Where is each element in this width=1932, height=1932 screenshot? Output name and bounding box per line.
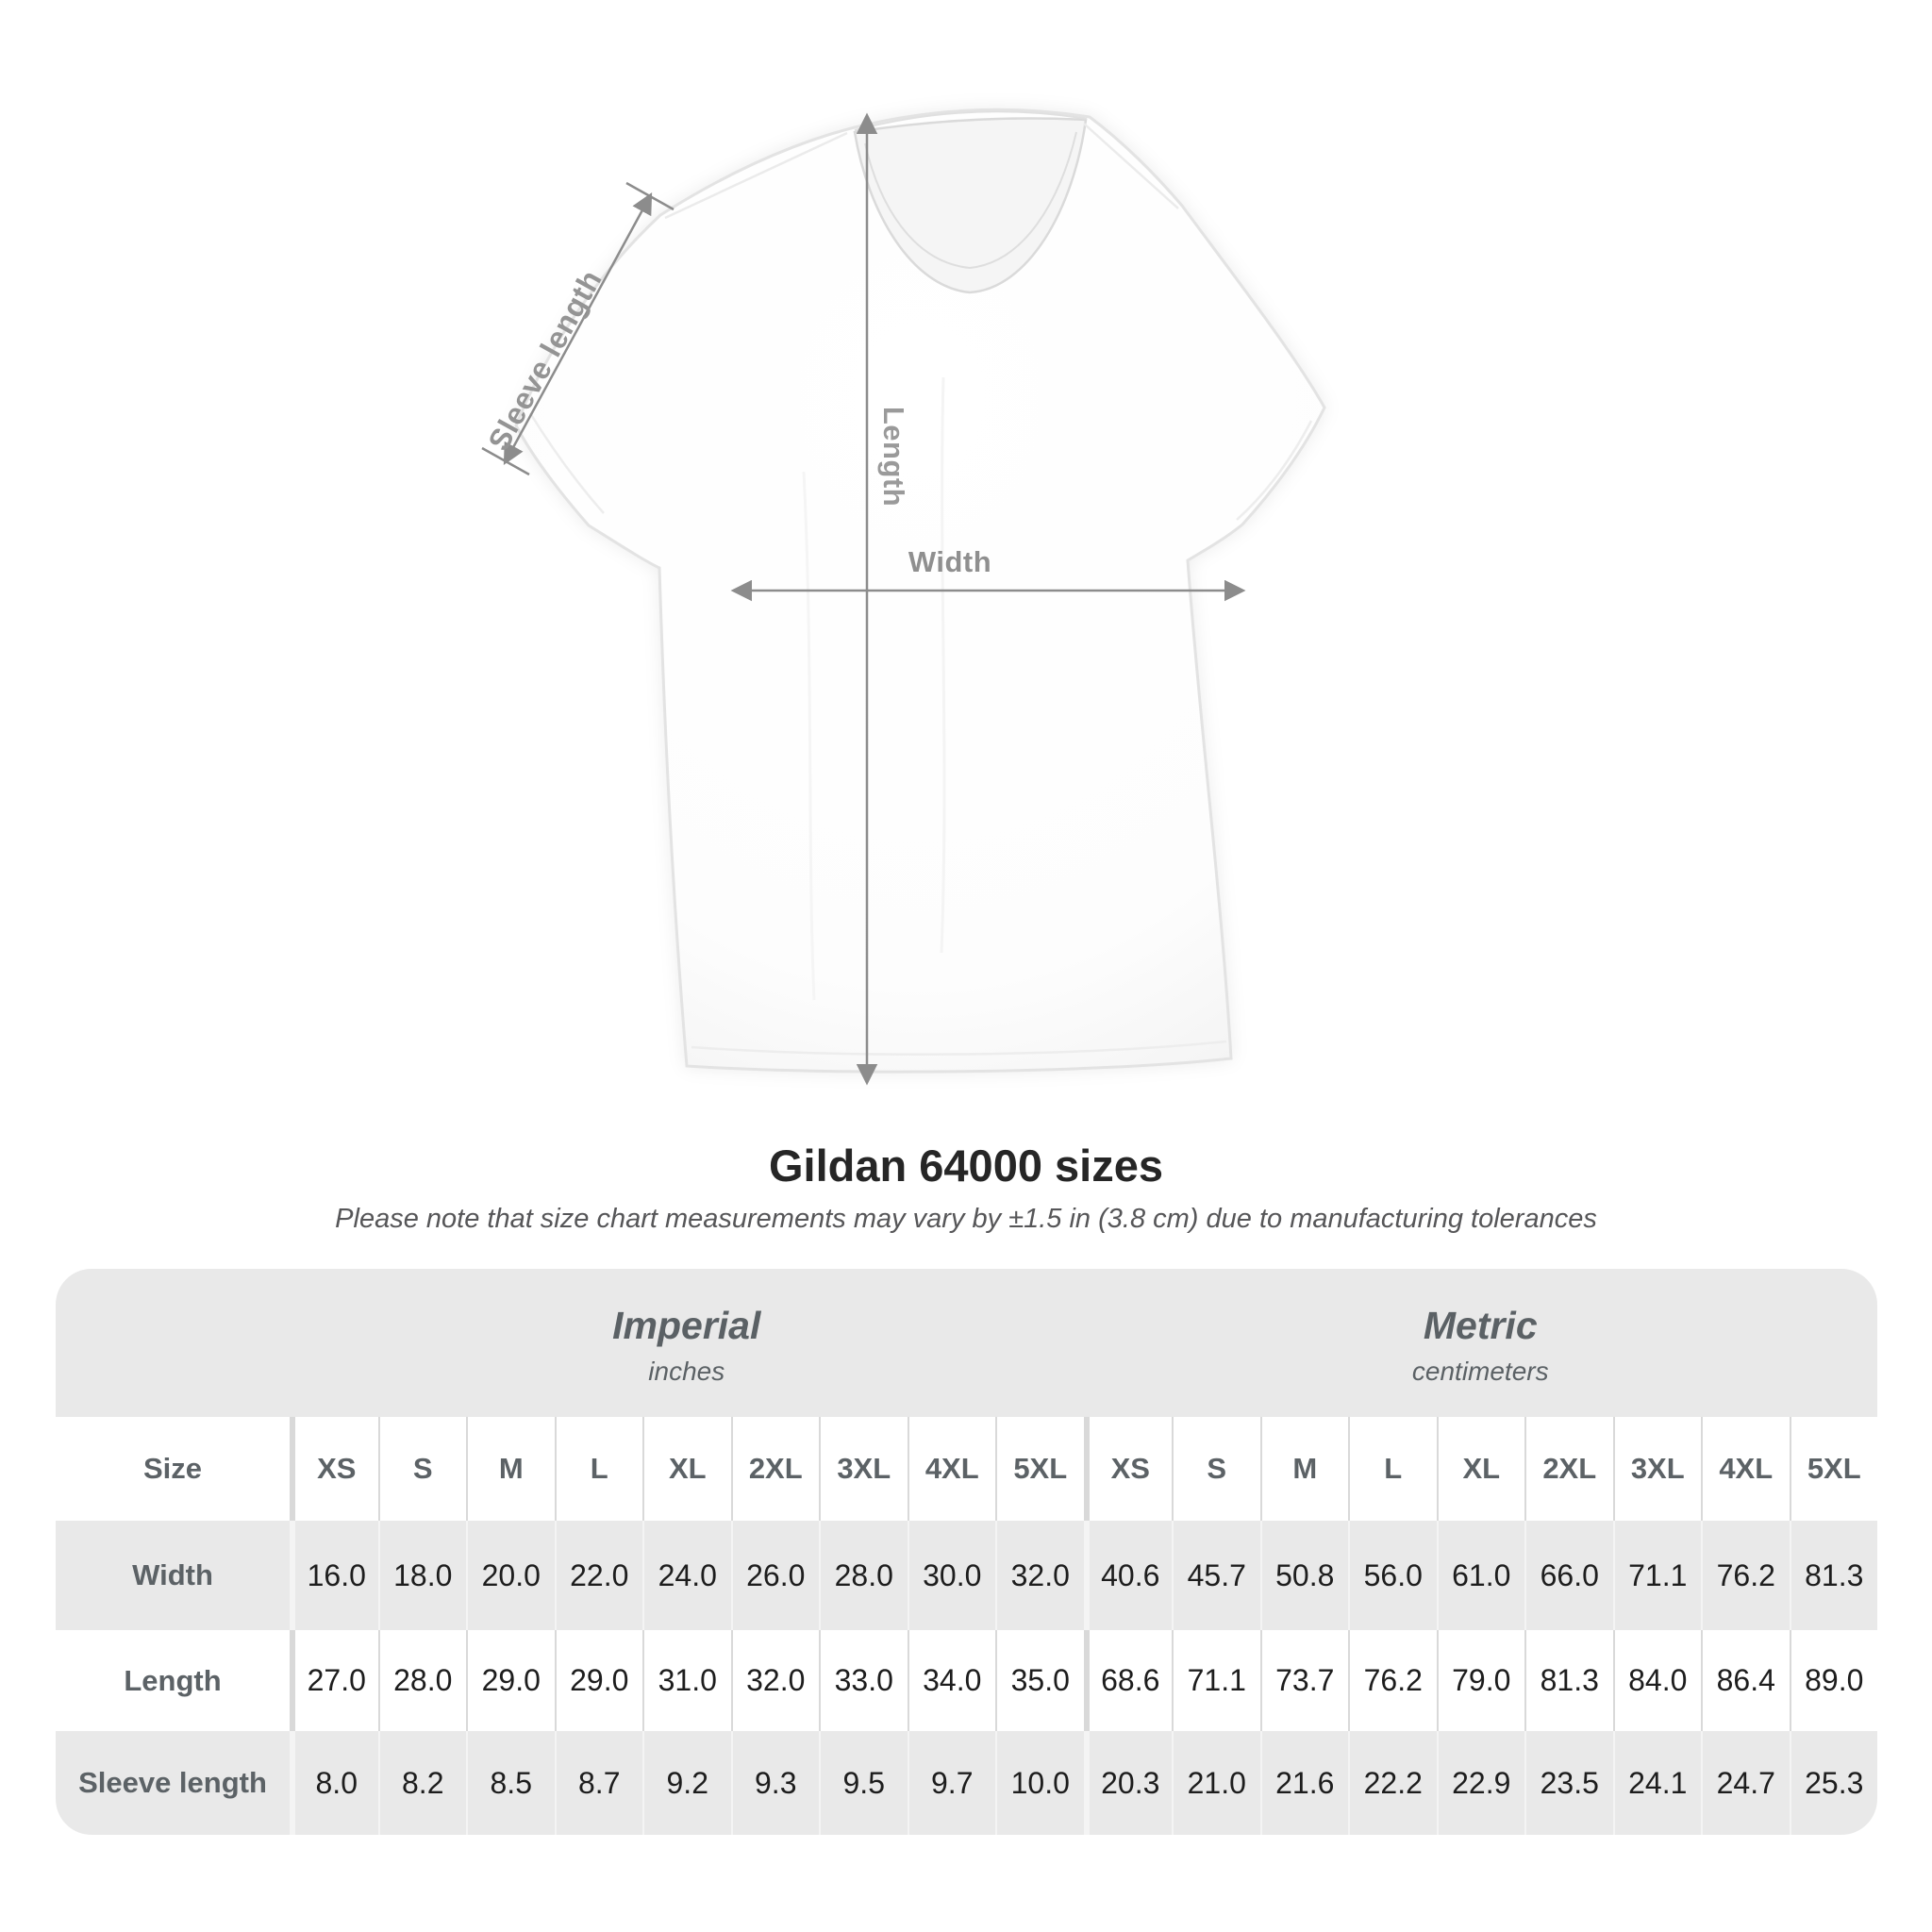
measurement-cell: 29.0 <box>554 1630 643 1731</box>
measurement-cell: 8.7 <box>554 1731 643 1835</box>
size-table: Imperial inches Metric centimeters Size X… <box>56 1269 1877 1835</box>
measurement-cell: 40.6 <box>1083 1521 1173 1630</box>
measurement-cell: 8.0 <box>290 1731 378 1835</box>
measurement-cell: 28.0 <box>377 1630 467 1731</box>
size-col-header: 4XL <box>907 1417 996 1521</box>
size-col-header: M <box>1259 1417 1349 1521</box>
table-row-sleeve_length: Sleeve length 8.0 8.2 8.5 8.7 9.2 9.3 9.5 9.7 10.… <box>56 1731 1877 1835</box>
width-annotation-label: Width <box>908 545 992 578</box>
measurement-cell: 24.0 <box>642 1521 731 1630</box>
size-col-header: M <box>466 1417 555 1521</box>
measurement-cell: 26.0 <box>730 1521 820 1630</box>
measurement-cell: 33.0 <box>819 1630 908 1731</box>
measurement-cell: 21.6 <box>1259 1731 1349 1835</box>
size-col-header: L <box>1348 1417 1437 1521</box>
measurement-cell: 22.0 <box>554 1521 643 1630</box>
measurement-cell: 89.0 <box>1789 1630 1878 1731</box>
measurement-cell: 8.2 <box>377 1731 467 1835</box>
size-header-row: Size XS S M L XL 2XL 3XL 4XL 5XL XS S M L XL 2XL 3XL 4XL 5… <box>56 1417 1877 1521</box>
size-col-header: L <box>554 1417 643 1521</box>
measurement-cell: 34.0 <box>907 1630 996 1731</box>
row-label: Sleeve length <box>78 1766 267 1799</box>
size-col-header: S <box>1172 1417 1260 1521</box>
collar <box>853 117 1088 294</box>
measurement-cell: 35.0 <box>995 1630 1084 1731</box>
measurement-cell: 50.8 <box>1259 1521 1349 1630</box>
measurement-cell: 32.0 <box>995 1521 1084 1630</box>
size-header-label: Size <box>142 1452 203 1485</box>
measurement-cell: 9.2 <box>642 1731 731 1835</box>
measurement-cell: 28.0 <box>819 1521 908 1630</box>
measurement-cell: 16.0 <box>290 1521 378 1630</box>
measurement-cell: 68.6 <box>1083 1630 1173 1731</box>
measurement-cell: 8.5 <box>466 1731 555 1835</box>
size-col-header: 4XL <box>1701 1417 1790 1521</box>
measurement-cell: 32.0 <box>730 1630 820 1731</box>
imperial-group-unit: inches <box>648 1356 725 1386</box>
metric-group-name: Metric <box>1423 1303 1538 1347</box>
measurement-cell: 79.0 <box>1436 1630 1525 1731</box>
measurement-cell: 23.5 <box>1524 1731 1613 1835</box>
size-table-body: Size XS S M L XL 2XL 3XL 4XL 5XL XS S M L XL 2XL 3XL 4XL 5… <box>56 1417 1877 1835</box>
tshirt-figure: Sleeve length Length Width <box>481 108 1326 1086</box>
page-title: Gildan 64000 sizes <box>768 1141 1164 1191</box>
measurement-cell: 27.0 <box>290 1630 378 1731</box>
measurement-cell: 61.0 <box>1436 1521 1525 1630</box>
measurement-cell: 81.3 <box>1524 1630 1613 1731</box>
measurement-cell: 71.1 <box>1612 1521 1702 1630</box>
measurement-cell: 31.0 <box>642 1630 731 1731</box>
table-row-length: Length 27.0 28.0 29.0 29.0 31.0 32.0 33.0 34.0 35… <box>56 1630 1877 1731</box>
row-label: Length <box>124 1663 222 1697</box>
measurement-cell: 22.2 <box>1348 1731 1437 1835</box>
size-col-header: XL <box>1436 1417 1525 1521</box>
size-col-header: 3XL <box>1612 1417 1702 1521</box>
imperial-group-header: Imperial inches <box>290 1269 1084 1417</box>
table-row-width: Width 16.0 18.0 20.0 22.0 24.0 26.0 28.0 30.0 32.… <box>56 1521 1877 1630</box>
measurement-cell: 9.3 <box>730 1731 820 1835</box>
size-col-header: 2XL <box>1524 1417 1613 1521</box>
measurement-cell: 66.0 <box>1524 1521 1613 1630</box>
measurement-cell: 29.0 <box>466 1630 555 1731</box>
measurement-cell: 86.4 <box>1701 1630 1790 1731</box>
size-col-header: 5XL <box>995 1417 1084 1521</box>
measurement-cell: 76.2 <box>1348 1630 1437 1731</box>
size-col-header: XS <box>290 1417 378 1521</box>
measurement-cell: 10.0 <box>995 1731 1084 1835</box>
sleeve-length-dimension-line <box>481 181 675 476</box>
metric-group-unit: centimeters <box>1411 1356 1549 1386</box>
size-col-header: XS <box>1083 1417 1173 1521</box>
measurement-cell: 9.7 <box>907 1731 996 1835</box>
size-col-header: XL <box>642 1417 731 1521</box>
measurement-cell: 21.0 <box>1172 1731 1260 1835</box>
measurement-cell: 30.0 <box>907 1521 996 1630</box>
measurement-cell: 73.7 <box>1259 1630 1349 1731</box>
metric-group-header: Metric centimeters <box>1084 1269 1878 1417</box>
measurement-cell: 22.9 <box>1436 1731 1525 1835</box>
unit-group-header-band: Imperial inches Metric centimeters <box>56 1269 1877 1417</box>
size-col-header: 3XL <box>819 1417 908 1521</box>
size-col-header: 5XL <box>1789 1417 1878 1521</box>
size-col-header: S <box>377 1417 467 1521</box>
measurement-cell: 24.7 <box>1701 1731 1790 1835</box>
measurement-cell: 25.3 <box>1789 1731 1878 1835</box>
imperial-group-name: Imperial <box>612 1303 761 1347</box>
dimension-lines <box>481 112 1246 1086</box>
measurement-cell: 81.3 <box>1789 1521 1878 1630</box>
tolerance-note: Please note that size chart measurements… <box>335 1204 1597 1234</box>
measurement-cell: 20.3 <box>1083 1731 1173 1835</box>
measurement-cell: 18.0 <box>377 1521 467 1630</box>
size-col-header: 2XL <box>730 1417 820 1521</box>
row-label: Width <box>132 1558 213 1591</box>
length-annotation-label: Length <box>877 406 910 508</box>
measurement-cell: 20.0 <box>466 1521 555 1630</box>
measurement-cell: 76.2 <box>1701 1521 1790 1630</box>
tshirt-illustration <box>481 108 1326 1086</box>
measurement-cell: 71.1 <box>1172 1630 1260 1731</box>
measurement-cell: 56.0 <box>1348 1521 1437 1630</box>
measurement-cell: 9.5 <box>819 1731 908 1835</box>
measurement-cell: 84.0 <box>1612 1630 1702 1731</box>
measurement-cell: 24.1 <box>1612 1731 1702 1835</box>
measurement-cell: 45.7 <box>1172 1521 1260 1630</box>
